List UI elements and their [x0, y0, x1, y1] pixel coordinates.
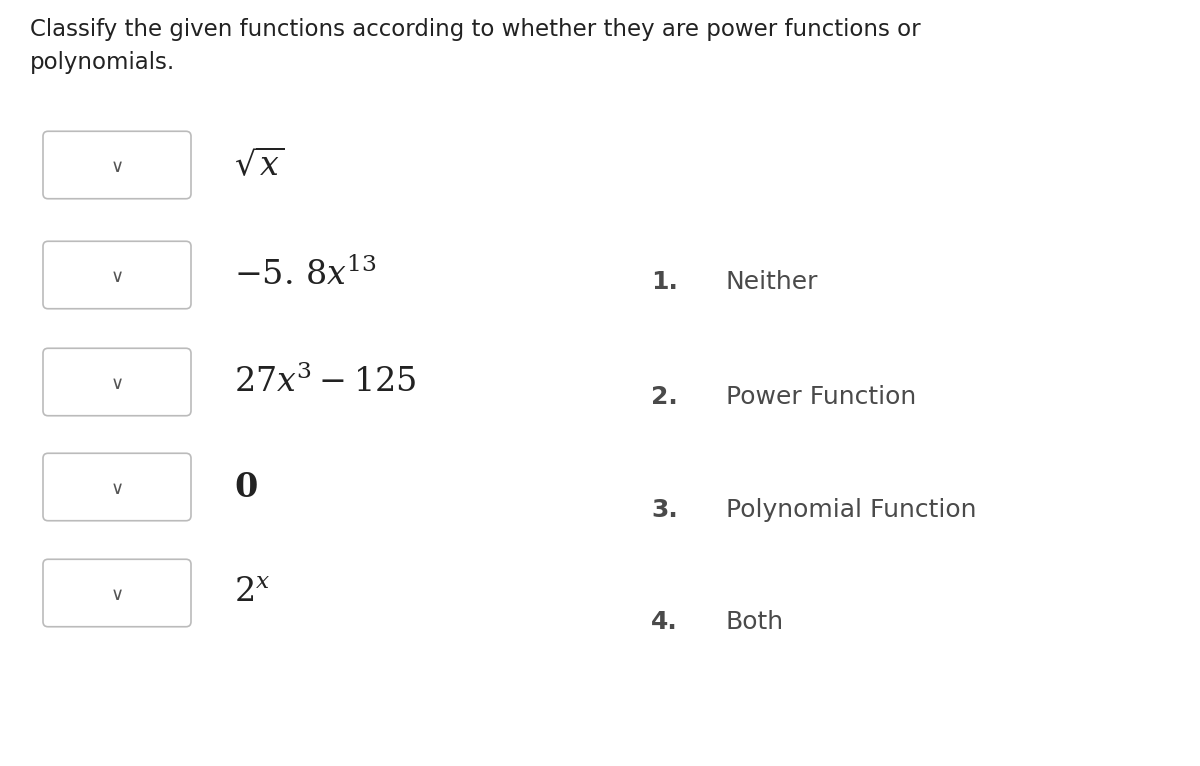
- FancyBboxPatch shape: [43, 559, 191, 627]
- FancyBboxPatch shape: [43, 349, 191, 416]
- FancyBboxPatch shape: [43, 241, 191, 309]
- Text: $27x^3 - 125$: $27x^3 - 125$: [234, 365, 416, 399]
- Text: $2^x$: $2^x$: [234, 577, 270, 610]
- Text: 3.: 3.: [652, 498, 678, 522]
- Text: ∨: ∨: [110, 268, 124, 286]
- Text: Polynomial Function: Polynomial Function: [726, 498, 977, 522]
- FancyBboxPatch shape: [43, 131, 191, 198]
- Text: $-5.\,8x^{13}$: $-5.\,8x^{13}$: [234, 258, 377, 292]
- Text: ∨: ∨: [110, 375, 124, 393]
- Text: Both: Both: [726, 610, 784, 634]
- Text: Classify the given functions according to whether they are power functions or
po: Classify the given functions according t…: [30, 18, 920, 74]
- Text: ∨: ∨: [110, 480, 124, 498]
- Text: ∨: ∨: [110, 158, 124, 176]
- Text: $\mathbf{0}$: $\mathbf{0}$: [234, 470, 258, 503]
- Text: 4.: 4.: [652, 610, 678, 634]
- Text: ∨: ∨: [110, 586, 124, 604]
- Text: Neither: Neither: [726, 270, 818, 294]
- FancyBboxPatch shape: [43, 453, 191, 521]
- Text: 1.: 1.: [652, 270, 678, 294]
- Text: $\sqrt{x}$: $\sqrt{x}$: [234, 148, 284, 182]
- Text: 2.: 2.: [652, 385, 678, 409]
- Text: Power Function: Power Function: [726, 385, 917, 409]
